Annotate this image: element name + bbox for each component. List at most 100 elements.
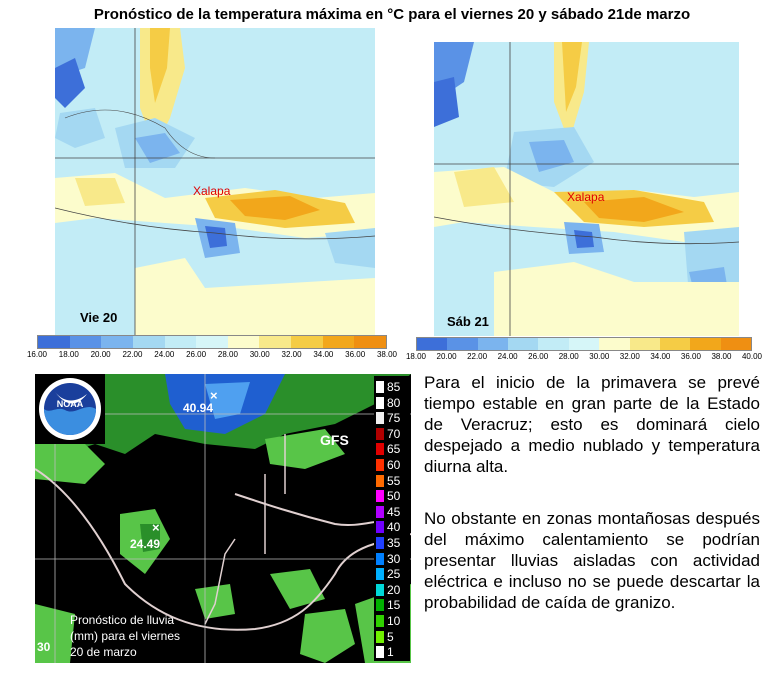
noaa-logo-text: NOAA — [57, 399, 84, 409]
colorbar-swatch — [720, 338, 751, 350]
colorbar-swatch — [101, 336, 133, 348]
colorbar-swatch — [417, 338, 448, 350]
saturday-panel-label: Sáb 21 — [447, 314, 489, 329]
rain-max-value-1: 40.94 — [183, 401, 214, 415]
colorbar-tick-label: 22.00 — [122, 350, 143, 359]
colorbar-tick-label: 24.00 — [154, 350, 175, 359]
colorbar-tick-label: 32.00 — [619, 352, 640, 361]
rain-legend-label: 80 — [387, 395, 401, 410]
svg-text:×: × — [152, 520, 160, 535]
rain-legend-label: 15 — [387, 598, 401, 613]
rain-legend-swatch — [376, 521, 384, 534]
rain-legend-entry: 45 — [374, 505, 410, 519]
colorbar-swatch — [629, 338, 660, 350]
colorbar-swatch — [227, 336, 260, 348]
rain-legend-label: 40 — [387, 520, 401, 535]
rain-map-caption: Pronóstico de lluvia (mm) para el vierne… — [70, 613, 181, 659]
rain-legend-swatch — [376, 552, 384, 565]
rain-max-value-3: 30 — [37, 640, 51, 654]
rain-legend-entry: 5 — [374, 630, 410, 644]
colorbar-tick-label: 38.00 — [711, 352, 732, 361]
rain-legend-entry: 30 — [374, 552, 410, 566]
colorbar-swatch — [291, 336, 323, 348]
colorbar-tick-label: 26.00 — [186, 350, 207, 359]
rain-legend-entry: 35 — [374, 536, 410, 550]
rain-legend-swatch — [376, 459, 384, 471]
colorbar-tick-label: 34.00 — [313, 350, 334, 359]
rain-legend: 85 80 75 70 65 60 55 50 45 40 35 30 25 20 15 10 5 1 — [374, 376, 410, 661]
svg-text:×: × — [210, 388, 218, 403]
colorbar-tick-label: 18.00 — [58, 350, 79, 359]
paragraph-1: Para el inicio de la primavera se prevé … — [424, 373, 760, 476]
colorbar-swatch — [568, 338, 600, 350]
rain-legend-swatch — [376, 412, 384, 425]
colorbar-tick-label: 36.00 — [680, 352, 701, 361]
colorbar-friday: 16.00 18.00 20.00 22.00 24.00 26.00 28.00 30.00… — [27, 335, 397, 359]
rain-legend-swatch — [376, 568, 384, 581]
rain-legend-label: 75 — [387, 411, 401, 426]
colorbar-swatch — [38, 336, 70, 348]
colorbar-swatch — [690, 338, 721, 350]
rain-legend-label: 20 — [387, 582, 401, 597]
rain-legend-swatch — [376, 474, 384, 487]
colorbar-swatch — [599, 338, 630, 350]
xalapa-label-saturday: Xalapa — [567, 190, 605, 204]
colorbar-swatch — [354, 336, 387, 348]
rain-legend-entry: 1 — [374, 645, 410, 659]
colorbar-swatch — [477, 338, 509, 350]
rain-legend-entry: 40 — [374, 520, 410, 534]
rain-legend-swatch — [376, 630, 384, 643]
colorbar-tick-label: 40.00 — [741, 352, 763, 361]
colorbar-tick-label: 28.00 — [217, 350, 238, 359]
rain-legend-entry: 55 — [374, 474, 410, 488]
temperature-map-saturday — [434, 42, 739, 336]
rain-legend-entry: 85 — [374, 380, 410, 394]
rain-legend-swatch — [376, 427, 384, 440]
colorbar-tick-label: 28.00 — [558, 352, 579, 361]
rain-legend-swatch — [376, 381, 384, 393]
colorbar-swatch — [322, 336, 355, 348]
rain-legend-entry: 75 — [374, 411, 410, 425]
colorbar-swatch — [132, 336, 165, 348]
colorbar-tick-label: 20.00 — [90, 350, 111, 359]
rain-legend-entry: 10 — [374, 614, 410, 628]
colorbar-saturday: 18.00 20.00 22.00 24.00 26.00 28.00 30.00 32.00… — [406, 337, 762, 361]
rain-legend-swatch — [376, 599, 384, 612]
rain-legend-label: 30 — [387, 551, 401, 566]
colorbar-tick-label: 24.00 — [497, 352, 518, 361]
colorbar-tick-label: 18.00 — [405, 352, 427, 361]
colorbar-swatch — [164, 336, 197, 348]
rain-legend-label: 10 — [387, 614, 401, 628]
colorbar-tick-label: 30.00 — [249, 350, 270, 359]
colorbar-tick-label: 34.00 — [650, 352, 671, 361]
rain-legend-entry: 60 — [374, 458, 410, 472]
rain-legend-label: 55 — [387, 473, 401, 488]
noaa-logo: NOAA — [35, 374, 105, 444]
rain-legend-entry: 65 — [374, 442, 410, 456]
rain-legend-label: 35 — [387, 536, 401, 550]
rain-legend-label: 25 — [387, 567, 401, 582]
temperature-map-friday — [55, 28, 375, 335]
xalapa-label-friday: Xalapa — [193, 184, 231, 198]
colorbar-tick-label: 30.00 — [589, 352, 610, 361]
rain-legend-swatch — [376, 583, 384, 596]
paragraph-2: No obstante en zonas montañosas después … — [424, 509, 760, 612]
rain-legend-label: 65 — [387, 442, 401, 457]
rain-legend-entry: 70 — [374, 427, 410, 441]
colorbar-tick-label: 22.00 — [467, 352, 488, 361]
rain-legend-swatch — [376, 505, 384, 518]
rain-legend-label: 50 — [387, 489, 401, 504]
rain-legend-swatch — [376, 615, 384, 627]
rain-legend-entry: 25 — [374, 567, 410, 581]
rain-legend-entry: 80 — [374, 396, 410, 410]
colorbar-swatch — [259, 336, 292, 348]
colorbar-tick-label: 32.00 — [281, 350, 302, 359]
rain-legend-label: 45 — [387, 504, 401, 519]
rain-legend-label: 1 — [387, 645, 394, 660]
colorbar-tick-label: 16.00 — [26, 350, 48, 359]
colorbar-tick-label: 36.00 — [345, 350, 366, 359]
colorbar-tick-label: 38.00 — [376, 350, 398, 359]
rain-legend-label: 70 — [387, 426, 401, 441]
page-title: Pronóstico de la temperatura máxima en °… — [93, 6, 691, 23]
rain-forecast-map: × × — [35, 374, 411, 663]
